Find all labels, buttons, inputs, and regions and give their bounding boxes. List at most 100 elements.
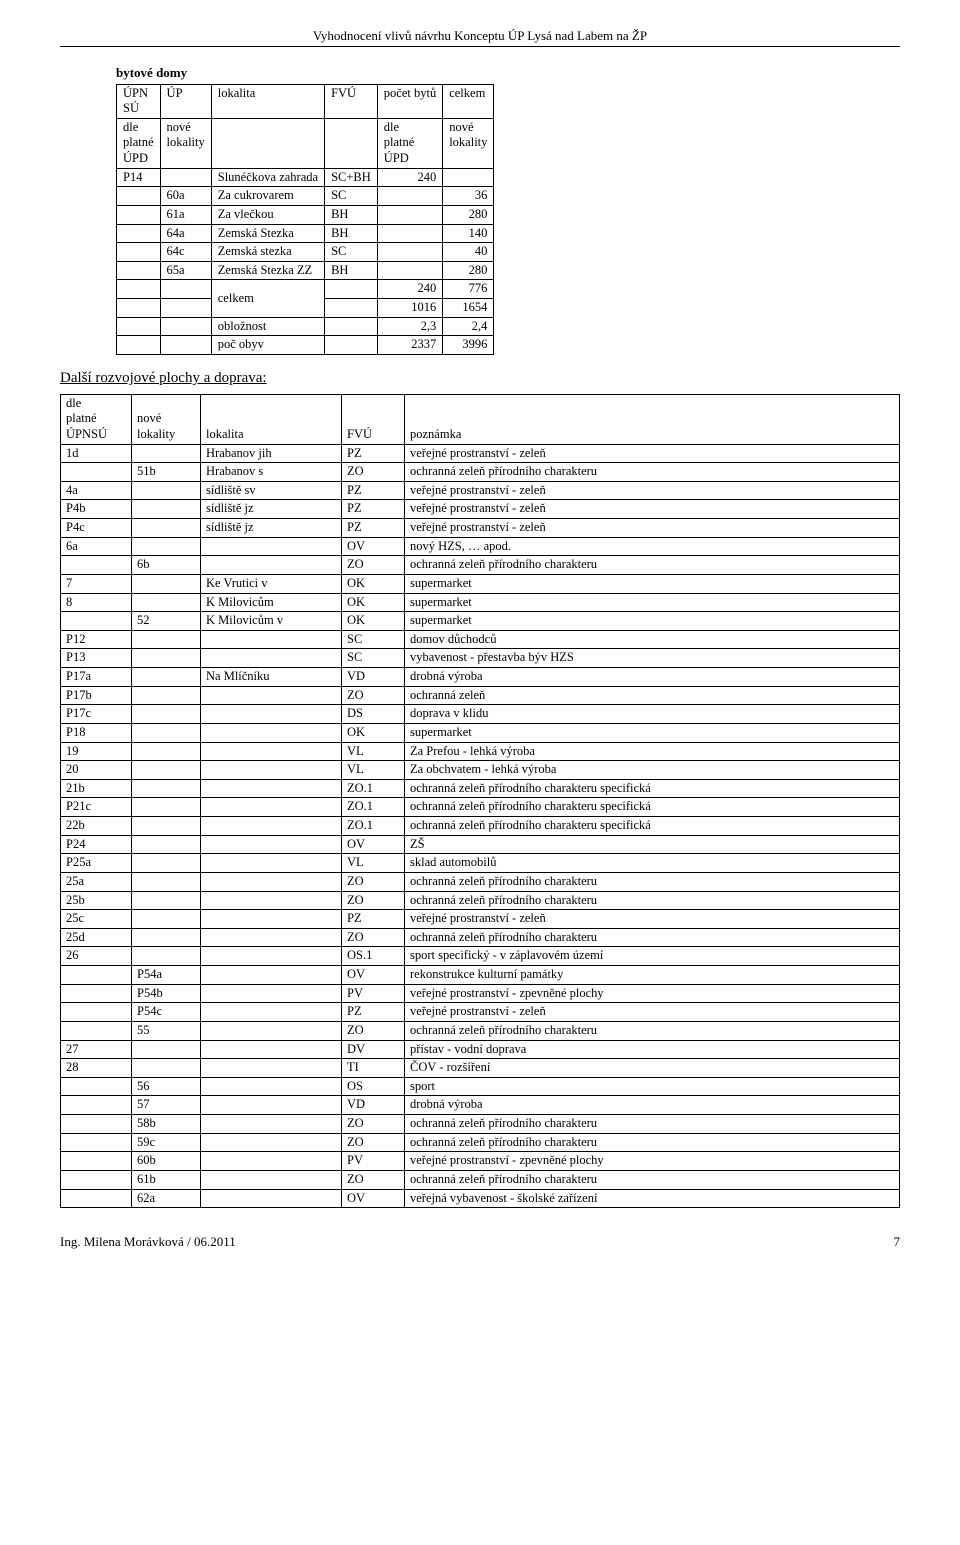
page-header: Vyhodnocení vlivů návrhu Konceptu ÚP Lys…: [60, 28, 900, 44]
t1-h2-blank1: [211, 118, 324, 168]
t1-h-celkem: celkem: [443, 84, 494, 118]
table-cell: Za Prefou - lehká výroba: [405, 742, 900, 761]
table-cell: [201, 649, 342, 668]
table-row: 61aZa vlečkouBH280: [117, 205, 494, 224]
table-cell: OK: [342, 574, 405, 593]
table-cell: 27: [61, 1040, 132, 1059]
section-bytove-domy: bytové domy: [116, 65, 900, 81]
table-cell: P4c: [61, 519, 132, 538]
table-row: 56OSsport: [61, 1077, 900, 1096]
table-row: 25dZOochranná zeleň přírodního charakter…: [61, 928, 900, 947]
table-cell: ZO: [342, 1115, 405, 1134]
table-cell: sídliště jz: [201, 500, 342, 519]
table-cell: P25a: [61, 854, 132, 873]
table-cell: [201, 984, 342, 1003]
table-row: 55ZOochranná zeleň přírodního charakteru: [61, 1021, 900, 1040]
table-cell: [61, 1170, 132, 1189]
t1-h2-blank2: [325, 118, 378, 168]
table-cell: [61, 1096, 132, 1115]
table-cell: [61, 1189, 132, 1208]
table-cell: 52: [132, 612, 201, 631]
table-cell: [201, 1152, 342, 1171]
table-cell: [132, 1059, 201, 1078]
table-cell: VD: [342, 1096, 405, 1115]
table-cell: SC: [342, 630, 405, 649]
table-cell: P4b: [61, 500, 132, 519]
t2-h-fvu: FVÚ: [342, 394, 405, 444]
table-row: 25bZOochranná zeleň přírodního charakter…: [61, 891, 900, 910]
table-cell: Hrabanov s: [201, 463, 342, 482]
table-rozvojove-plochy: dleplatnéÚPNSÚ novélokality lokalita FVÚ…: [60, 394, 900, 1209]
table-cell: veřejné prostranství - zeleň: [405, 500, 900, 519]
table-cell: [201, 779, 342, 798]
table-cell: PV: [342, 984, 405, 1003]
table-cell: veřejná vybavenost - školské zařízení: [405, 1189, 900, 1208]
table-cell: [132, 444, 201, 463]
table-cell: [132, 481, 201, 500]
table-cell: [377, 261, 442, 280]
table-cell: OK: [342, 593, 405, 612]
table-row: 58bZOochranná zeleň přírodního charakter…: [61, 1115, 900, 1134]
table-cell: [132, 817, 201, 836]
table-cell: BH: [325, 205, 378, 224]
table-row: P17cDSdoprava v klidu: [61, 705, 900, 724]
table-cell: ZO: [342, 1170, 405, 1189]
table-cell: [201, 1096, 342, 1115]
table-cell: ochranná zeleň přírodního charakteru: [405, 556, 900, 575]
table-cell: veřejné prostranství - zeleň: [405, 1003, 900, 1022]
table-cell: [132, 1040, 201, 1059]
table-cell: SC: [325, 187, 378, 206]
table-cell: 280: [443, 205, 494, 224]
t1-celkem-label: celkem: [211, 280, 324, 317]
table-cell: [201, 686, 342, 705]
table-cell: [201, 872, 342, 891]
table-cell: drobná výroba: [405, 668, 900, 687]
table-cell: P18: [61, 723, 132, 742]
table-cell: 58b: [132, 1115, 201, 1134]
table-cell: [132, 872, 201, 891]
table-cell: [61, 984, 132, 1003]
table-cell: [201, 761, 342, 780]
t1-h-pocet: počet bytů: [377, 84, 442, 118]
table-cell: [201, 817, 342, 836]
table-cell: P17b: [61, 686, 132, 705]
table-row: P54cPZveřejné prostranství - zeleň: [61, 1003, 900, 1022]
table-row: P54aOVrekonstrukce kulturní památky: [61, 966, 900, 985]
table-row: 26OS.1sport specifický - v záplavovém úz…: [61, 947, 900, 966]
table-row: P24OVZŠ: [61, 835, 900, 854]
table-cell: [201, 1115, 342, 1134]
table-cell: supermarket: [405, 574, 900, 593]
table-cell: veřejné prostranství - zpevněné plochy: [405, 1152, 900, 1171]
table-cell: VL: [342, 854, 405, 873]
table-cell: OV: [342, 1189, 405, 1208]
table-cell: [201, 537, 342, 556]
t2-h-poznamka: poznámka: [405, 394, 900, 444]
table-cell: ZO: [342, 463, 405, 482]
table-cell: [201, 1040, 342, 1059]
t1-obloznost-b: 2,4: [443, 317, 494, 336]
table-cell: [377, 187, 442, 206]
table-cell: vybavenost - přestavba býv HZS: [405, 649, 900, 668]
table-cell: [201, 798, 342, 817]
table-cell: [201, 928, 342, 947]
table-row: 60bPVveřejné prostranství - zpevněné plo…: [61, 1152, 900, 1171]
table-cell: [201, 630, 342, 649]
table-row: 61bZOochranná zeleň přírodního charakter…: [61, 1170, 900, 1189]
table-cell: [132, 519, 201, 538]
table-cell: [132, 723, 201, 742]
table-cell: OK: [342, 612, 405, 631]
table-cell: [201, 556, 342, 575]
table-cell: VL: [342, 742, 405, 761]
table-cell: ochranná zeleň přírodního charakteru: [405, 891, 900, 910]
table-cell: sklad automobilů: [405, 854, 900, 873]
table-cell: 1d: [61, 444, 132, 463]
table-cell: ochranná zeleň přírodního charakteru: [405, 1133, 900, 1152]
t1-h-upnsu: ÚPNSÚ: [117, 84, 161, 118]
table-cell: 280: [443, 261, 494, 280]
table-cell: ochranná zeleň přírodního charakteru spe…: [405, 779, 900, 798]
table-cell: sídliště sv: [201, 481, 342, 500]
table-cell: PZ: [342, 500, 405, 519]
table-cell: OV: [342, 537, 405, 556]
table-cell: 8: [61, 593, 132, 612]
table-cell: [132, 537, 201, 556]
